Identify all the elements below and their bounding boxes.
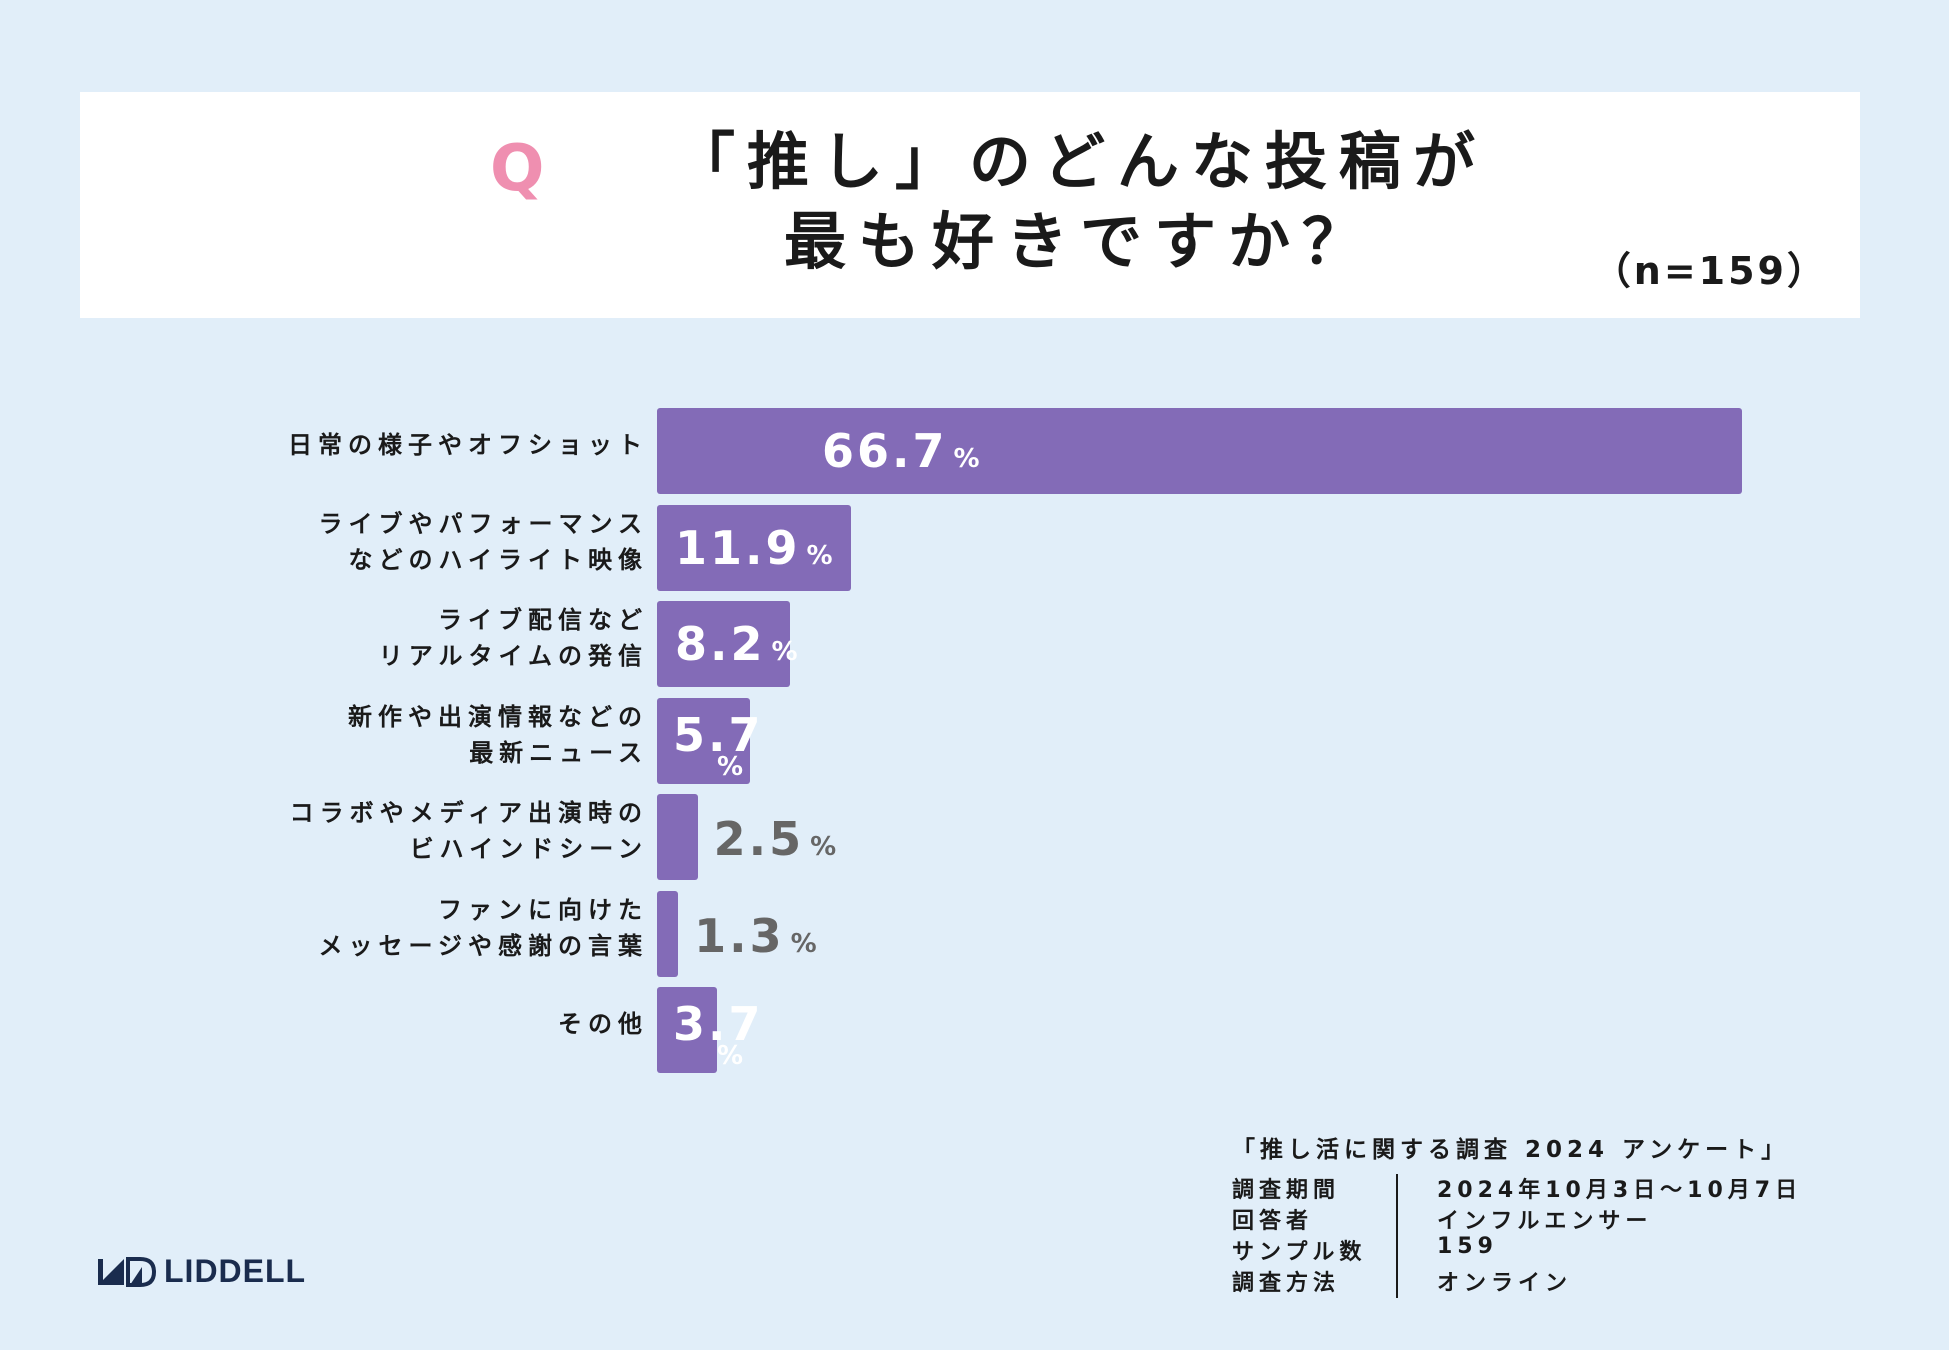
category-label: 新作や出演情報などの最新ニュース: [200, 699, 648, 771]
category-label: ライブやパフォーマンスなどのハイライト映像: [200, 506, 648, 578]
value-label: 8.2%: [675, 621, 798, 667]
value-number: 8.2: [675, 617, 766, 671]
value-unit: %: [806, 540, 833, 571]
category-label-line: 新作や出演情報などの: [348, 702, 648, 731]
survey-key: 調査期間: [1232, 1178, 1341, 1203]
category-label-line: メッセージや感謝の言葉: [318, 931, 648, 960]
bar: [657, 794, 698, 880]
category-label: 日常の様子やオフショット: [200, 427, 648, 463]
category-label-line: ビハインドシーン: [409, 835, 648, 863]
question-title: 「推し」のどんな投稿が 最も好きですか？: [600, 122, 1560, 282]
category-label-line: ファンに向けた: [438, 895, 648, 924]
category-label-line: などのハイライト映像: [348, 545, 648, 574]
value-number: 66.7: [822, 424, 948, 478]
sample-size: （n=159）: [1592, 249, 1828, 293]
liddell-logo-icon: [98, 1256, 156, 1287]
survey-title: 「推し活に関する調査 2024 アンケート」: [1232, 1137, 1790, 1163]
bar: [657, 987, 718, 1073]
question-mark: Q: [490, 132, 545, 206]
value-unit: %: [810, 832, 837, 862]
bar: [657, 504, 851, 591]
bar: [657, 601, 791, 687]
logo-text: LIDDELL: [164, 1253, 307, 1289]
bar: [657, 697, 750, 784]
value-unit: %: [771, 637, 798, 667]
category-label-line: 日常の様子やオフショット: [288, 431, 648, 459]
survey-value: 159: [1437, 1234, 1498, 1259]
value-number: 2.5: [713, 812, 805, 866]
category-label: ファンに向けたメッセージや感謝の言葉: [200, 892, 648, 964]
bar: [657, 408, 1742, 494]
survey-key: 調査方法: [1232, 1271, 1341, 1296]
value-number: 1.3: [694, 908, 785, 963]
survey-key: サンプル数: [1232, 1240, 1367, 1265]
category-label: コラボやメディア出演時のビハインドシーン: [200, 795, 648, 867]
category-label-line: ライブやパフォーマンス: [318, 509, 648, 538]
value-unit: %: [717, 751, 744, 782]
value-label: 3.7%: [673, 1001, 764, 1069]
survey-value: オンライン: [1437, 1271, 1573, 1296]
company-logo: LIDDELL: [96, 1253, 306, 1290]
value-label: 2.5%: [714, 816, 837, 862]
question-title-line-1: 「推し」のどんな投稿が: [672, 125, 1487, 198]
value-label: 11.9%: [675, 525, 833, 571]
survey-value: 2024年10月3日〜10月7日: [1437, 1178, 1803, 1203]
value-label: 5.7%: [673, 712, 764, 780]
category-label-line: その他: [558, 1010, 648, 1038]
value-number: 3.7: [673, 997, 764, 1051]
category-label-line: コラボやメディア出演時の: [289, 799, 648, 827]
value-unit: %: [790, 928, 817, 959]
survey-key: 回答者: [1232, 1209, 1314, 1234]
value-label: 66.7%: [822, 428, 980, 474]
value-label: 1.3%: [694, 913, 817, 959]
value-number: 11.9: [675, 520, 801, 575]
category-label-line: リアルタイムの発信: [378, 642, 648, 670]
value-unit: %: [717, 1041, 744, 1071]
question-header: Q 「推し」のどんな投稿が 最も好きですか？ （n=159）: [80, 92, 1860, 318]
survey-value: インフルエンサー: [1437, 1209, 1653, 1234]
category-label-line: ライブ配信など: [438, 606, 648, 634]
question-title-line-2: 最も好きですか？: [783, 205, 1376, 278]
value-number: 5.7: [673, 707, 764, 762]
bar: [657, 890, 679, 977]
category-label-line: 最新ニュース: [469, 738, 648, 767]
category-label: ライブ配信などリアルタイムの発信: [200, 602, 648, 674]
value-unit: %: [953, 444, 980, 474]
survey-divider: [1396, 1174, 1398, 1298]
category-label: その他: [200, 1006, 648, 1042]
